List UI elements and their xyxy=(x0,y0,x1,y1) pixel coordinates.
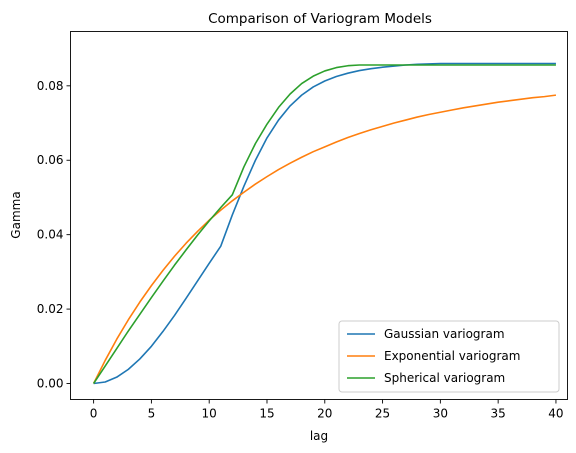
y-axis: 0.00 0.02 0.04 0.06 0.08 xyxy=(37,79,71,391)
y-axis-label: Gamma xyxy=(9,191,23,238)
x-axis: 0 5 10 15 20 25 30 35 40 xyxy=(90,399,564,421)
plot-lines xyxy=(92,62,557,385)
legend: Gaussian variogram Exponential variogram S… xyxy=(338,320,560,393)
legend-label-1: Exponential variogram xyxy=(384,349,520,363)
series-line-1 xyxy=(92,94,557,384)
series-line-2 xyxy=(92,64,556,384)
x-tick-label-4: 20 xyxy=(317,407,332,421)
x-tick-label-0: 0 xyxy=(90,407,98,421)
legend-label-0: Gaussian variogram xyxy=(384,327,505,341)
x-tick-label-5: 25 xyxy=(375,407,390,421)
x-tick-label-6: 30 xyxy=(433,407,448,421)
y-tick-label-1: 0.02 xyxy=(37,302,64,316)
chart-title: Comparison of Variogram Models xyxy=(208,11,432,27)
y-tick-label-4: 0.08 xyxy=(37,79,64,93)
legend-label-2: Spherical variogram xyxy=(384,371,505,385)
series-line-0 xyxy=(93,62,556,385)
x-tick-label-2: 10 xyxy=(202,407,217,421)
legend-box xyxy=(338,320,560,393)
y-tick-label-2: 0.04 xyxy=(37,228,64,242)
plot-frame xyxy=(70,31,568,400)
x-tick-label-7: 35 xyxy=(491,407,506,421)
x-tick-label-1: 5 xyxy=(148,407,156,421)
x-tick-label-3: 15 xyxy=(259,407,274,421)
x-tick-label-8: 40 xyxy=(548,407,563,421)
y-tick-label-0: 0.00 xyxy=(37,377,64,391)
x-axis-label: lag xyxy=(310,429,328,443)
y-tick-label-3: 0.06 xyxy=(37,153,64,167)
